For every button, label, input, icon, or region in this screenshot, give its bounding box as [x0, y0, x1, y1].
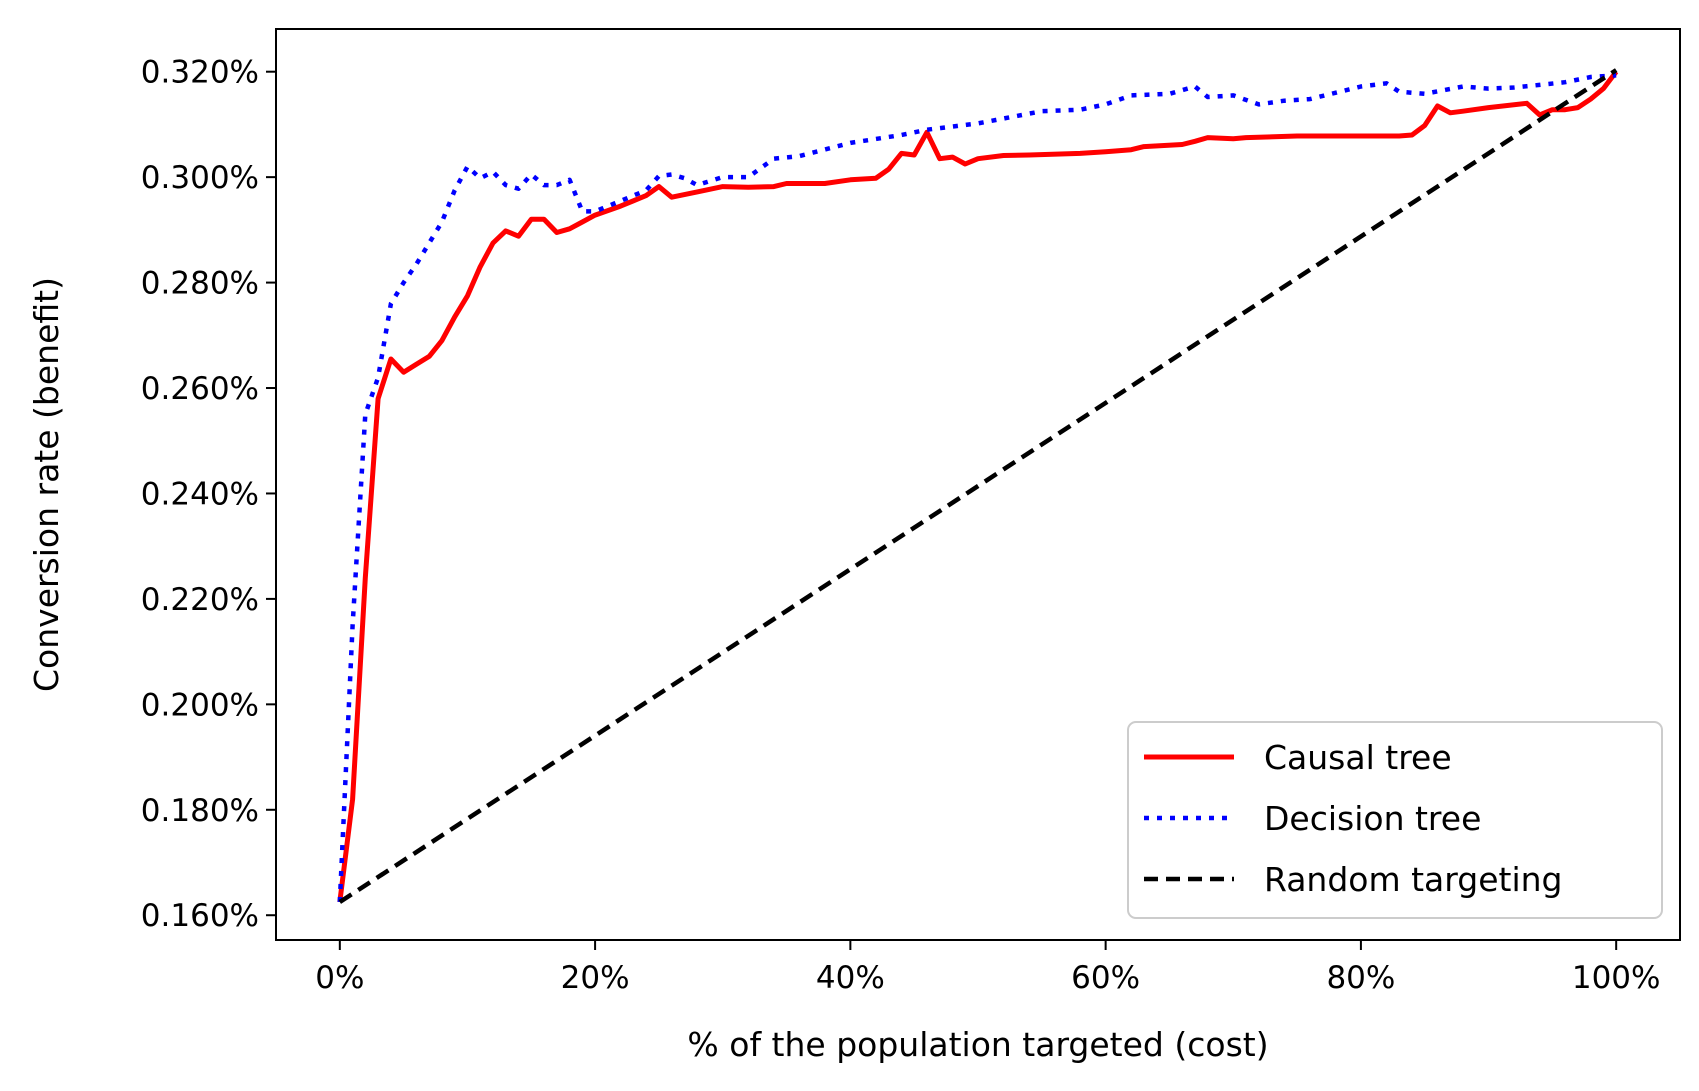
- series-line-0: [337, 70, 1619, 903]
- y-tick-label: 0.200%: [141, 687, 259, 723]
- x-axis: 0% 20% 40% 60% 80% 100%: [315, 940, 1661, 996]
- y-tick-label: 0.280%: [141, 266, 259, 302]
- y-axis-label: Conversion rate (benefit): [27, 277, 66, 692]
- x-tick-label: 100%: [1572, 960, 1661, 996]
- legend-label-2: Random targeting: [1264, 860, 1562, 899]
- series-line-1: [337, 73, 1617, 903]
- legend: Causal tree Decision tree Random targeting: [1127, 721, 1663, 919]
- series-layer: [337, 68, 1619, 904]
- y-tick-label: 0.220%: [141, 582, 259, 618]
- series-line-2: [338, 68, 1618, 904]
- y-tick-label: 0.300%: [141, 160, 259, 196]
- y-tick-label: 0.320%: [141, 55, 259, 91]
- legend-box: [1127, 721, 1663, 919]
- y-tick-label: 0.180%: [141, 793, 259, 829]
- y-axis: 0.160% 0.180% 0.200% 0.220% 0.240% 0.260% 0.28…: [141, 55, 276, 934]
- y-tick-label: 0.240%: [141, 476, 259, 512]
- x-tick-label: 80%: [1326, 960, 1395, 996]
- plot-frame: [275, 28, 1681, 941]
- x-axis-label: % of the population targeted (cost): [687, 1025, 1268, 1064]
- legend-label-1: Decision tree: [1264, 799, 1481, 838]
- x-tick-label: 40%: [816, 960, 885, 996]
- x-tick-label: 20%: [561, 960, 630, 996]
- y-tick-label: 0.260%: [141, 371, 259, 407]
- y-tick-label: 0.160%: [141, 898, 259, 934]
- legend-label-0: Causal tree: [1264, 738, 1452, 777]
- x-tick-label: 60%: [1071, 960, 1140, 996]
- x-tick-label: 0%: [315, 960, 364, 996]
